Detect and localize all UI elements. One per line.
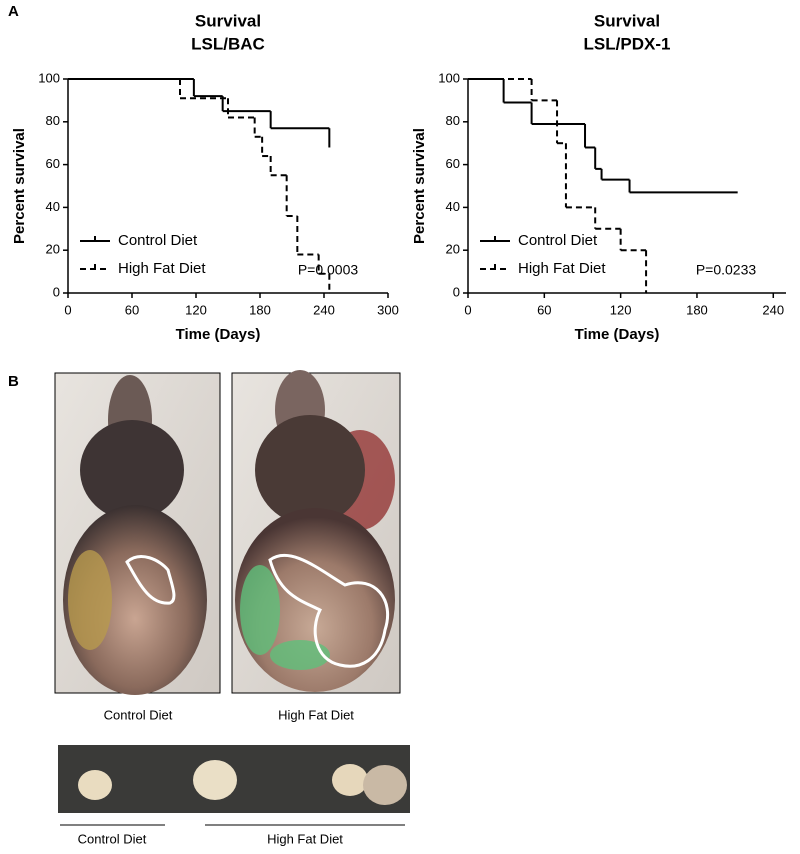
chart-title: Survival (594, 11, 660, 30)
panel-label: A (8, 3, 19, 20)
x-tick-label: 60 (125, 302, 139, 317)
tumor-caption: High Fat Diet (267, 831, 343, 846)
legend-label: High Fat Diet (518, 260, 606, 277)
photo-control (54, 372, 221, 695)
y-axis-label: Percent survival (11, 128, 28, 244)
y-tick-label: 20 (46, 242, 60, 257)
y-axis-label: Percent survival (411, 128, 428, 244)
panel-label: B (8, 373, 19, 390)
y-tick-label: 0 (453, 284, 460, 299)
y-tick-label: 100 (38, 70, 60, 85)
tumor-caption: Control Diet (78, 831, 147, 846)
x-tick-label: 240 (313, 302, 335, 317)
legend-label: Control Diet (518, 232, 598, 249)
y-tick-label: 40 (446, 199, 460, 214)
y-tick-label: 100 (438, 70, 460, 85)
y-tick-label: 60 (46, 156, 60, 171)
x-tick-label: 0 (64, 302, 71, 317)
y-tick-label: 0 (53, 284, 60, 299)
photo-caption: High Fat Diet (278, 707, 354, 722)
annotation: P=0.0233 (696, 262, 757, 278)
photo-high-fat (231, 370, 401, 694)
legend-label: High Fat Diet (118, 260, 206, 277)
legend-label: Control Diet (118, 232, 198, 249)
y-tick-label: 80 (446, 113, 460, 128)
x-tick-label: 180 (686, 302, 708, 317)
x-tick-label: 60 (537, 302, 551, 317)
y-tick-label: 80 (46, 113, 60, 128)
x-tick-label: 120 (185, 302, 207, 317)
y-tick-label: 40 (46, 199, 60, 214)
x-tick-label: 0 (464, 302, 471, 317)
chart-title: Survival (195, 11, 261, 30)
x-axis-label: Time (Days) (575, 326, 660, 343)
photo-caption: Control Diet (104, 707, 173, 722)
x-tick-label: 120 (610, 302, 632, 317)
y-tick-label: 60 (446, 156, 460, 171)
photo-tumors (58, 745, 410, 813)
x-tick-label: 180 (249, 302, 271, 317)
annotation: P=0.0003 (298, 262, 359, 278)
x-tick-label: 300 (377, 302, 399, 317)
x-axis-label: Time (Days) (176, 326, 261, 343)
x-tick-label: 240 (762, 302, 784, 317)
y-tick-label: 20 (446, 242, 460, 257)
chart-subtitle: LSL/BAC (191, 34, 265, 53)
chart-subtitle: LSL/PDX-1 (584, 34, 671, 53)
